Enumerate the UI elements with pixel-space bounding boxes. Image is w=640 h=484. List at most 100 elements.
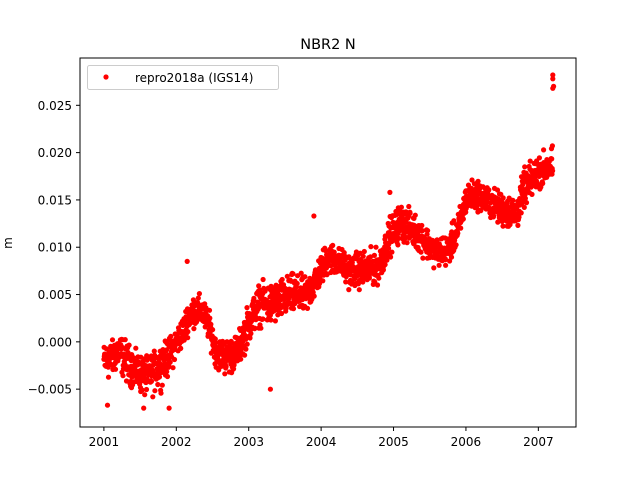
axis-ticks: 2001 2002 2003 2004 2005 2006 2007 −0.005 0.000 0… [28,99,554,449]
data-point [105,374,112,380]
data-point [185,329,191,335]
data-point [425,228,431,234]
x-tick-label: 2005 [378,435,409,449]
data-point [460,216,466,222]
data-point [396,235,402,241]
data-point [260,276,266,283]
x-tick-label: 2001 [89,435,120,449]
x-tick-label: 2006 [451,435,482,449]
data-point-outlier [550,76,556,82]
y-tick-label: 0.000 [38,335,72,349]
data-point [419,228,426,234]
data-point [126,342,132,348]
data-point [258,325,264,331]
data-point [534,180,540,186]
data-point [206,307,213,313]
data-point [212,340,219,346]
data-point [290,306,297,312]
data-point [152,388,158,394]
data-point [500,223,506,229]
data-point [223,364,229,370]
data-point [475,178,481,184]
data-point [231,362,237,368]
data-point [159,382,165,388]
data-point [549,156,555,162]
data-point [380,267,386,273]
x-tick-label: 2003 [233,435,264,449]
data-point [549,143,556,149]
y-tick-label: 0.025 [38,99,72,113]
data-point [168,333,174,339]
data-point [191,326,197,332]
data-point-outlier [141,405,147,411]
data-point [164,369,170,375]
data-point [231,366,237,372]
data-point [398,204,404,210]
data-point [451,218,457,224]
data-point [359,258,365,264]
data-point [150,394,156,400]
data-point [156,374,163,380]
data-point [536,155,543,161]
y-axis-label: m [1,237,15,249]
data-point [510,197,516,203]
data-point [527,158,533,164]
y-tick-label: 0.015 [38,193,72,207]
data-point [386,245,392,251]
data-point [248,330,254,337]
data-point [158,390,164,396]
x-tick-label: 2002 [161,435,192,449]
data-point [122,337,128,343]
data-point [453,242,459,248]
data-point [517,195,523,202]
data-point [155,381,161,388]
data-point [495,219,501,225]
data-point [323,248,329,254]
y-tick-label: 0.005 [38,288,72,302]
data-point [178,345,184,351]
data-point [260,316,266,322]
data-point [382,262,388,268]
data-point [278,310,285,317]
data-point [361,248,367,255]
data-point [491,213,497,219]
data-point [431,265,437,271]
data-point [367,254,374,260]
data-point-outlier [104,402,111,408]
data-point [284,273,290,279]
legend-marker [103,74,109,80]
data-point [522,164,528,170]
x-tick-label: 2007 [523,435,554,449]
data-point [420,255,426,261]
data-point [112,366,119,372]
data-point [550,168,556,174]
data-point [442,257,448,263]
y-tick-label: −0.005 [28,383,72,397]
data-point [196,291,202,297]
data-point [170,365,176,371]
data-point [356,287,362,293]
data-point [185,335,191,341]
data-point [208,321,214,327]
data-point [436,262,442,268]
data-point-outlier [184,258,190,264]
data-point [448,254,455,260]
data-point [389,249,395,255]
data-point [330,242,336,248]
data-point [298,270,304,276]
data-point [139,387,145,393]
data-point [500,195,506,201]
data-point [521,204,527,210]
data-point-outlier [311,213,317,219]
data-point [324,272,330,278]
plot-frame [79,57,577,428]
data-point [164,373,171,380]
x-tick-label: 2004 [306,435,337,449]
data-point [311,293,317,299]
data-point [373,244,379,250]
data-point [290,271,296,277]
data-point [320,278,326,284]
data-point [522,195,529,201]
data-point-outlier [166,405,172,411]
